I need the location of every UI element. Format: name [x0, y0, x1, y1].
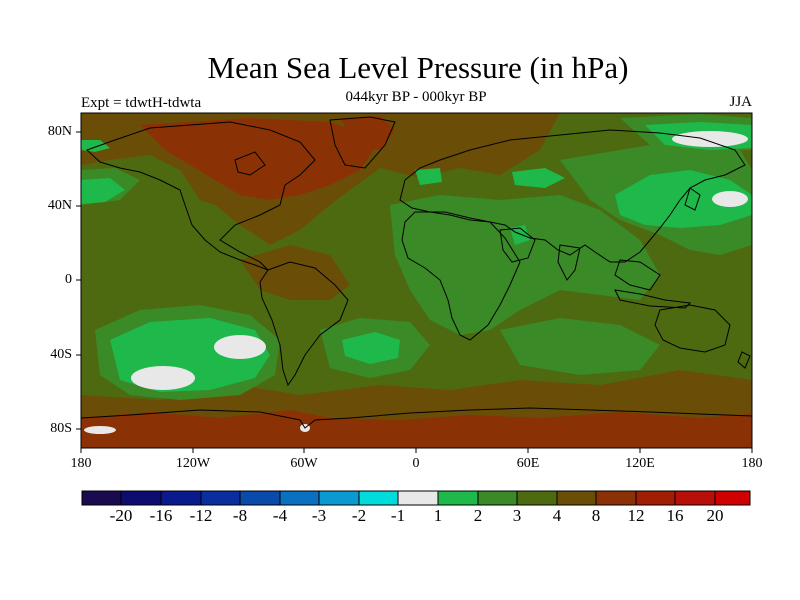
cb-box-12: [516, 490, 558, 506]
cb-label-9: 1: [433, 506, 443, 525]
cb-box-3: [160, 490, 202, 506]
lon-label-0: 0: [412, 456, 420, 471]
lat-tick-marks: [76, 131, 81, 430]
field-minor-north-atlantic: [415, 168, 442, 185]
lon-label-120w: 120W: [175, 456, 211, 471]
cb-label-8: -1: [390, 506, 406, 525]
cb-box-2: [120, 490, 162, 506]
lon-label-60e: 60E: [516, 456, 540, 471]
field-minor-pacific-west: [81, 140, 110, 152]
lon-tick-marks: [80, 448, 753, 453]
coast-europe-asia: [399, 129, 746, 263]
lat-label-80s: 80S: [50, 421, 72, 436]
coast-hudson-bay: [234, 151, 266, 176]
cb-label-10: 2: [473, 506, 483, 525]
field-zero-south-pacific-b: [214, 335, 266, 359]
lon-label-180w: 180: [70, 456, 92, 471]
field-zero-south-pacific-a: [131, 366, 195, 390]
cb-box-17: [714, 490, 751, 506]
field-minor-north-pacific: [81, 178, 125, 204]
lat-label-80n: 80N: [47, 124, 72, 139]
lat-label-0: 0: [65, 272, 72, 287]
chart-subtitle: 044kyr BP - 000kyr BP: [345, 89, 487, 105]
colorbar: [81, 490, 751, 506]
cb-box-1: [81, 490, 122, 506]
coast-arabia: [499, 227, 536, 263]
lon-label-60w: 60W: [290, 456, 318, 471]
cb-box-7: [318, 490, 360, 506]
field-zero-arctic: [672, 131, 748, 147]
coast-greenland: [329, 116, 396, 169]
cb-label-12: 4: [552, 506, 562, 525]
cb-label-7: -2: [351, 506, 367, 525]
cb-label-13: 8: [591, 506, 601, 525]
field-core-antarctica: [81, 410, 752, 448]
field-high-atlantic: [240, 245, 350, 300]
cb-box-10: [437, 490, 479, 506]
field-zero-antarctic-pacific: [84, 426, 116, 434]
field-minor-south-atlantic: [342, 332, 400, 364]
cb-box-14: [595, 490, 637, 506]
cb-label-4: -8: [232, 506, 248, 525]
cb-box-8: [358, 490, 399, 506]
coast-japan: [684, 187, 701, 211]
lon-label-120e: 120E: [625, 456, 655, 471]
cb-box-13: [556, 490, 597, 506]
season-label: JJA: [729, 94, 752, 110]
cb-box-5: [239, 490, 281, 506]
field-core-greenland: [340, 116, 395, 150]
cb-label-3: -12: [189, 506, 213, 525]
pressure-contours: [81, 113, 752, 448]
coast-africa: [401, 211, 521, 341]
cb-box-11: [477, 490, 518, 506]
cb-label-1: -20: [109, 506, 133, 525]
lon-label-180e: 180: [741, 456, 763, 471]
coast-north-america: [86, 121, 316, 271]
cb-label-11: 3: [512, 506, 522, 525]
coast-antarctica: [81, 407, 752, 429]
cb-box-9: [397, 490, 439, 506]
cb-label-6: -3: [311, 506, 327, 525]
coast-se-asia: [614, 259, 661, 291]
cb-box-6: [279, 490, 320, 506]
field-minor-arabia: [510, 225, 530, 245]
chart-title: Mean Sea Level Pressure (in hPa): [207, 50, 629, 85]
coast-india: [557, 244, 581, 281]
cb-box-16: [674, 490, 716, 506]
cb-label-14: 12: [627, 506, 645, 525]
lat-label-40n: 40N: [47, 198, 72, 213]
field-zero-east-asia: [712, 191, 748, 207]
coast-new-zealand: [737, 351, 751, 369]
field-low-africa-asia: [390, 195, 660, 335]
lat-label-40s: 40S: [50, 347, 72, 362]
field-low-indian-ocean: [500, 318, 660, 375]
cb-label-16: 20: [706, 506, 724, 525]
cb-box-15: [635, 490, 676, 506]
field-minor-east-asia: [615, 170, 752, 228]
cb-label-15: 16: [666, 506, 684, 525]
cb-label-5: -4: [272, 506, 288, 525]
coast-australia: [654, 304, 731, 353]
coast-south-america: [259, 261, 349, 387]
experiment-label: Expt = tdwtH-tdwta: [81, 95, 202, 111]
cb-label-2: -16: [149, 506, 173, 525]
field-minor-central-asia: [512, 168, 565, 188]
cb-box-4: [200, 490, 241, 506]
coastlines: [81, 116, 752, 429]
